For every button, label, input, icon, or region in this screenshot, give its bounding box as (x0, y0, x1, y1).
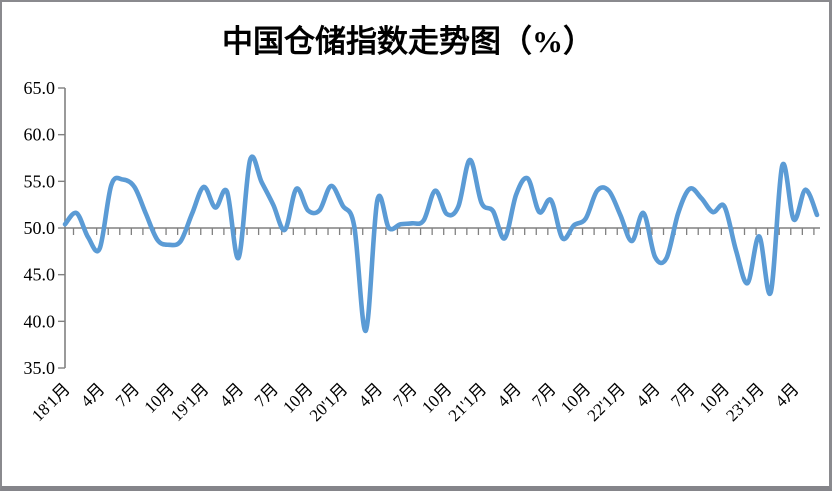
y-axis-tick-label: 65.0 (24, 78, 56, 98)
y-axis-tick-label: 50.0 (24, 218, 56, 238)
y-axis-tick-label: 55.0 (24, 171, 56, 191)
series-layer (62, 154, 820, 334)
y-axis-tick-label: 45.0 (24, 265, 56, 285)
x-axis-tick-label: 18'1月 (28, 379, 74, 425)
x-axis-tick-label: 7月 (528, 379, 559, 410)
x-axis-tick-label: 7月 (389, 379, 420, 410)
chart-title: 中国仓储指数走势图（%） (222, 24, 594, 59)
x-axis-tick-label: 7月 (667, 379, 698, 410)
axis-labels-layer: 65.060.055.050.045.040.035.018'1月 4月 7月10月… (24, 78, 803, 425)
x-axis-tick-label: 7月 (251, 379, 282, 410)
axes-layer (58, 87, 820, 369)
x-axis-tick-label: 19'1月 (167, 379, 213, 425)
index-line (62, 154, 820, 334)
x-axis-tick-label: 4月 (216, 379, 247, 410)
x-axis-tick-label: 21'1月 (445, 379, 491, 425)
x-axis-tick-label: 4月 (77, 379, 108, 410)
x-axis-tick-label: 22'1月 (583, 379, 629, 425)
y-axis-tick-label: 60.0 (24, 125, 56, 145)
x-axis-tick-label: 4月 (355, 379, 386, 410)
x-axis-tick-label: 20'1月 (306, 379, 352, 425)
x-axis-tick-label: 4月 (771, 379, 802, 410)
y-axis-tick-label: 35.0 (24, 358, 56, 378)
x-axis-tick-label: 7月 (112, 379, 143, 410)
y-axis-tick-label: 40.0 (24, 311, 56, 331)
x-axis-tick-label: 4月 (632, 379, 663, 410)
x-axis-tick-label: 4月 (494, 379, 525, 410)
x-axis-tick-label: 23'1月 (722, 379, 768, 425)
warehousing-index-chart: 中国仓储指数走势图（%） 65.0 60.0 55.0 50.0 45.0 40.0 35.… (24, 24, 820, 425)
